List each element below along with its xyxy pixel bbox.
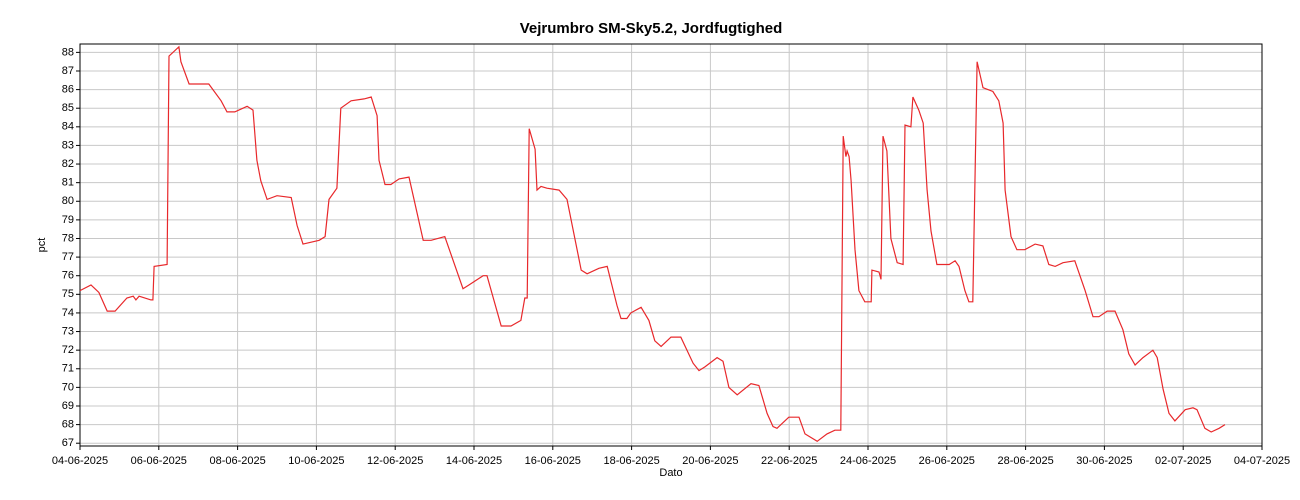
x-tick-label: 02-07-2025	[1155, 455, 1211, 467]
x-tick-label: 18-06-2025	[603, 455, 659, 467]
y-tick-label: 79	[62, 214, 74, 226]
data-line	[79, 45, 1226, 443]
y-tick-label: 82	[62, 158, 74, 170]
y-tick-label: 88	[62, 46, 74, 58]
x-tick-label: 22-06-2025	[761, 455, 817, 467]
chart-title: Vejrumbro SM-Sky5.2, Jordfugtighed	[520, 20, 783, 37]
y-tick-label: 83	[62, 139, 74, 151]
x-tick-label: 26-06-2025	[919, 455, 975, 467]
y-tick-label: 68	[62, 419, 74, 431]
x-axis-label: Dato	[659, 467, 682, 479]
x-tick-label: 28-06-2025	[997, 455, 1053, 467]
x-tick-label: 10-06-2025	[288, 455, 344, 467]
y-tick-label: 74	[62, 307, 74, 319]
x-tick-label: 12-06-2025	[367, 455, 423, 467]
y-tick-label: 81	[62, 177, 74, 189]
y-tick-label: 77	[62, 251, 74, 263]
x-tick-label: 20-06-2025	[682, 455, 738, 467]
y-tick-label: 80	[62, 195, 74, 207]
x-tick-label: 04-06-2025	[52, 455, 108, 467]
x-tick-label: 08-06-2025	[209, 455, 265, 467]
plot-frame	[79, 43, 1263, 447]
y-axis-label: pct	[36, 238, 48, 253]
y-tick-label: 86	[62, 84, 74, 96]
x-tick-label: 24-06-2025	[840, 455, 896, 467]
y-tick-label: 87	[62, 65, 74, 77]
y-tick-label: 84	[62, 121, 74, 133]
y-tick-label: 85	[62, 102, 74, 114]
x-tick-label: 16-06-2025	[525, 455, 581, 467]
y-tick-label: 67	[62, 437, 74, 449]
y-tick-label: 78	[62, 232, 74, 244]
y-tick-label: 73	[62, 325, 74, 337]
x-tick-label: 14-06-2025	[446, 455, 502, 467]
y-tick-label: 70	[62, 381, 74, 393]
x-tick-label: 04-07-2025	[1234, 455, 1290, 467]
y-tick-label: 75	[62, 288, 74, 300]
y-tick-label: 69	[62, 400, 74, 412]
y-tick-label: 71	[62, 363, 74, 375]
y-tick-label: 76	[62, 270, 74, 282]
x-tick-label: 06-06-2025	[131, 455, 187, 467]
x-tick-label: 30-06-2025	[1076, 455, 1132, 467]
y-tick-label: 72	[62, 344, 74, 356]
